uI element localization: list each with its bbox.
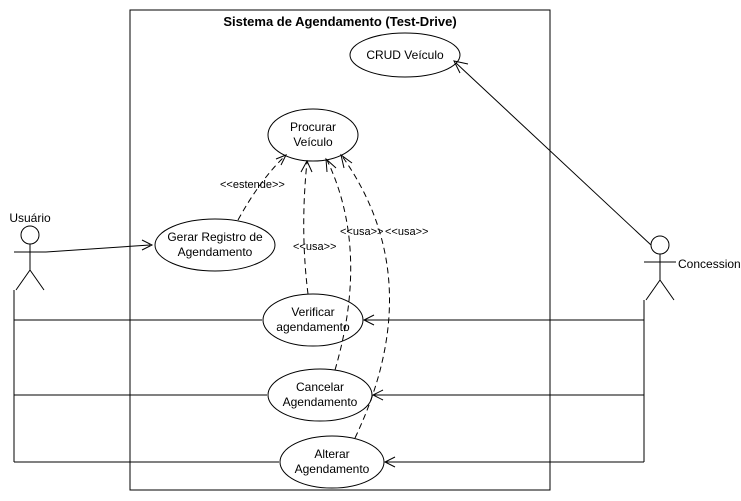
assoc-user-verificar (14, 290, 262, 320)
dep-verificar-procurar: <<usa>> (293, 161, 336, 294)
actor-dealer: Concessionária (644, 236, 741, 300)
usecase-verificar-label2: agendamento (276, 320, 350, 334)
usecase-cancelar: Cancelar Agendamento (268, 369, 372, 421)
system-title: Sistema de Agendamento (Test-Drive) (223, 14, 456, 29)
actor-user-label: Usuário (9, 211, 51, 225)
stereo-usa2: <<usa>> (340, 226, 383, 238)
usecase-alterar: Alterar Agendamento (280, 436, 384, 488)
usecase-gerar-label2: Agendamento (178, 245, 253, 259)
actor-dealer-label: Concessionária (678, 257, 741, 271)
usecase-procurar: Procurar Veículo (268, 109, 358, 161)
actor-user: Usuário (9, 211, 51, 290)
assoc-dealer-cancelar (373, 320, 644, 400)
usecase-procurar-label1: Procurar (290, 120, 336, 134)
usecase-crud-label: CRUD Veículo (366, 48, 444, 62)
usecase-procurar-label2: Veículo (293, 135, 333, 149)
usecase-gerar: Gerar Registro de Agendamento (155, 219, 275, 271)
usecase-verificar: Verificar agendamento (263, 294, 363, 346)
usecase-crud: CRUD Veículo (350, 33, 460, 77)
assoc-dealer-crud (454, 61, 651, 245)
use-case-diagram: Sistema de Agendamento (Test-Drive) Usuá… (0, 0, 741, 501)
usecase-alterar-label2: Agendamento (295, 462, 370, 476)
assoc-dealer-alterar (385, 395, 644, 467)
assoc-user-gerar (46, 240, 152, 252)
usecase-verificar-label1: Verificar (291, 305, 334, 319)
assoc-user-cancelar (14, 320, 267, 395)
stereo-usa1: <<usa>> (293, 241, 336, 253)
assoc-dealer-verificar (364, 300, 644, 325)
usecase-cancelar-label1: Cancelar (296, 380, 344, 394)
dep-gerar-procurar: <<estende>> (220, 155, 286, 220)
stereo-estende: <<estende>> (220, 179, 285, 191)
assoc-user-alterar (14, 395, 279, 462)
stereo-usa3: <<usa>> (385, 226, 428, 238)
usecase-alterar-label1: Alterar (314, 447, 349, 461)
usecase-gerar-label1: Gerar Registro de (167, 230, 263, 244)
usecase-cancelar-label2: Agendamento (283, 395, 358, 409)
